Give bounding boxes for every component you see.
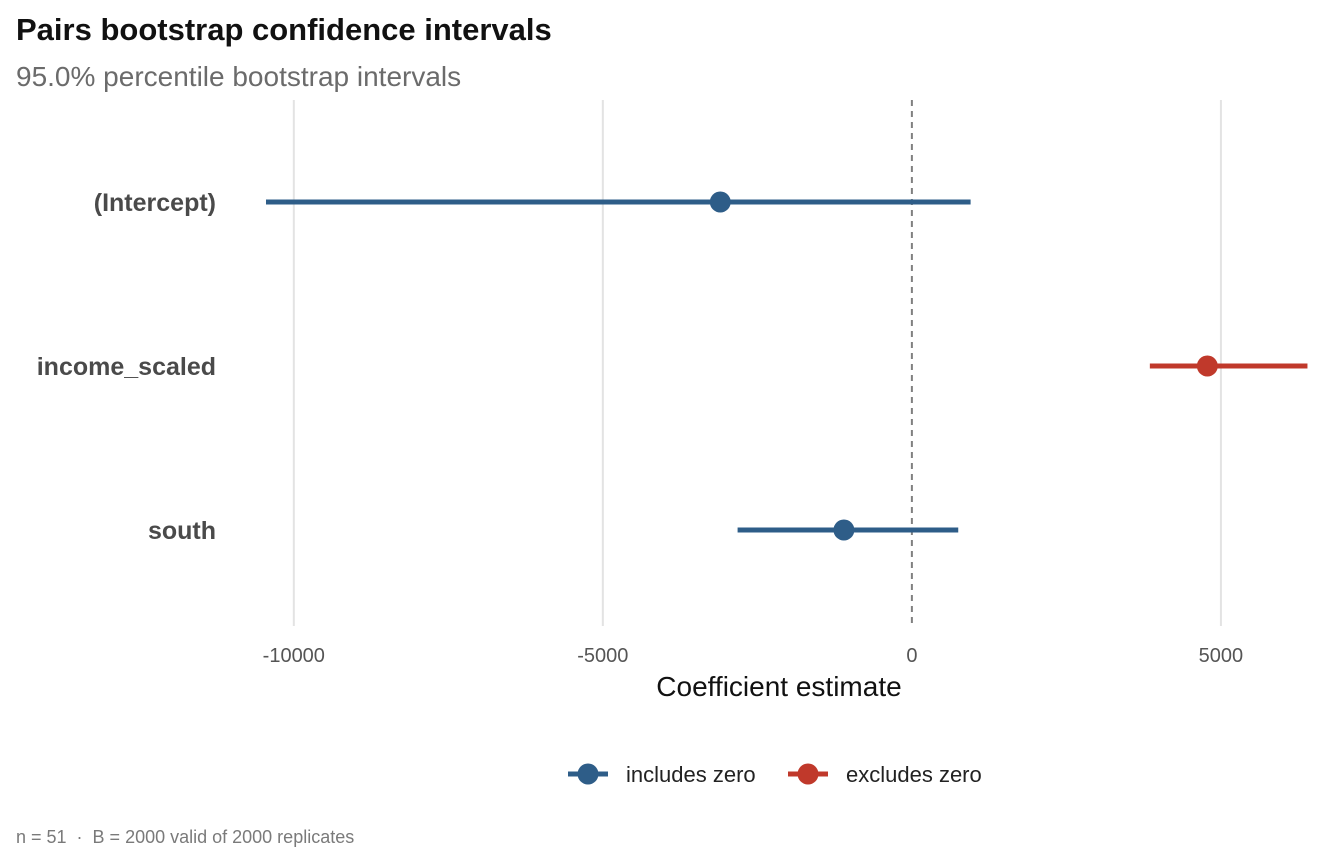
estimate-point: [833, 519, 855, 541]
legend-item: excludes zero: [788, 762, 982, 787]
chart-subtitle: 95.0% percentile bootstrap intervals: [16, 61, 461, 92]
chart-caption: n = 51 · B = 2000 valid of 2000 replicat…: [16, 827, 354, 847]
term-row: income_scaled: [37, 353, 1308, 381]
estimate-point: [709, 191, 731, 213]
term-label: south: [148, 517, 216, 545]
term-row: south: [148, 517, 959, 545]
x-tick-label: -10000: [263, 645, 325, 667]
x-tick-label: -5000: [577, 645, 628, 667]
legend-label: excludes zero: [846, 762, 982, 787]
legend-key-point: [577, 763, 599, 785]
legend-item: includes zero: [568, 762, 756, 787]
legend: includes zero excludes zero: [568, 762, 982, 787]
x-axis-title: Coefficient estimate: [656, 671, 901, 702]
legend-key-point: [797, 763, 819, 785]
term-label: (Intercept): [94, 189, 216, 217]
chart-title: Pairs bootstrap confidence intervals: [16, 12, 552, 47]
x-tick-label: 0: [906, 645, 917, 667]
x-axis-ticks: -10000 -5000 0 5000: [263, 645, 1244, 667]
x-tick-label: 5000: [1199, 645, 1244, 667]
gridlines: [292, 100, 1222, 626]
estimate-point: [1196, 355, 1218, 377]
term-row: (Intercept): [94, 189, 971, 217]
legend-label: includes zero: [626, 762, 756, 787]
term-label: income_scaled: [37, 353, 216, 381]
